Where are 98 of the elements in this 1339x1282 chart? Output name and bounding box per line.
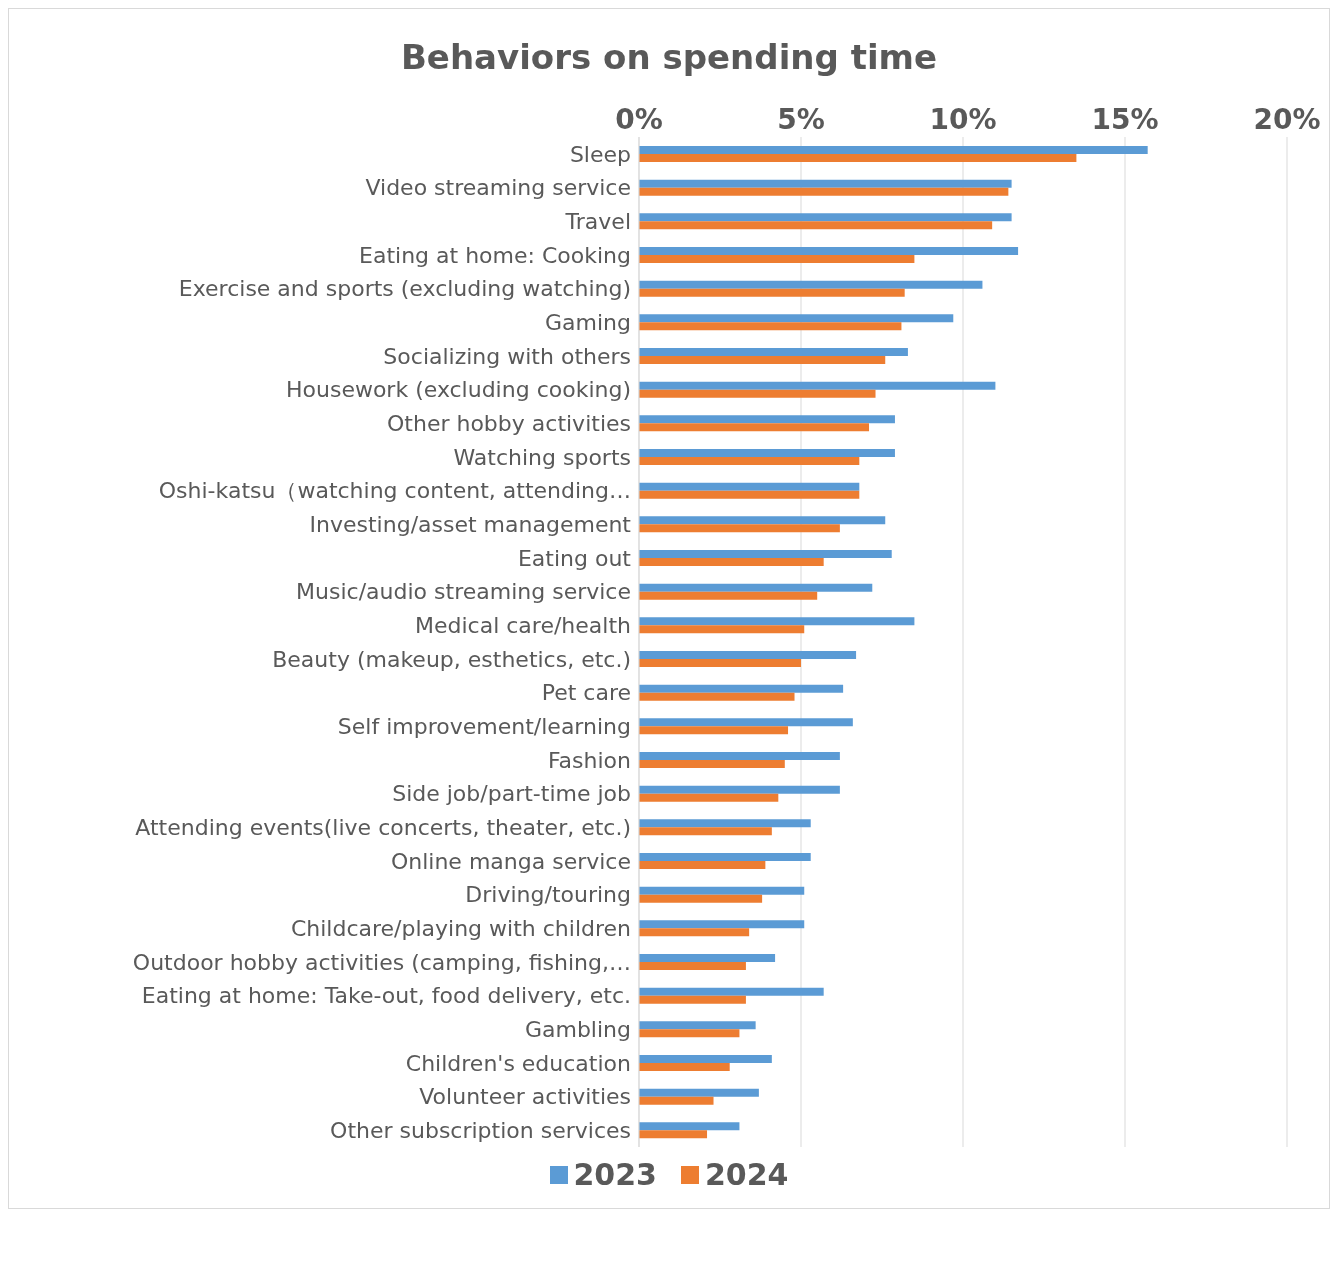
y-tick-label: Beauty (makeup, esthetics, etc.) [272, 646, 631, 672]
bar [639, 684, 844, 693]
y-tick-label: Eating out [517, 545, 632, 571]
bar [639, 221, 993, 230]
bar [639, 1055, 772, 1063]
y-tick-label: Fashion [547, 747, 631, 773]
y-tick-label: Online manga service [390, 848, 631, 874]
bar [639, 583, 873, 592]
bar [639, 1088, 759, 1097]
y-tick-label: Self improvement/learning [337, 713, 631, 739]
x-tick-label: 20% [1253, 103, 1321, 136]
bar [639, 785, 840, 794]
bar [639, 1029, 740, 1038]
bar [639, 146, 1148, 154]
y-tick-label: Eating at home: Cooking [359, 242, 631, 268]
y-tick-label: Gambling [524, 1016, 631, 1042]
bar [639, 995, 746, 1004]
bar [639, 894, 763, 903]
bar [639, 760, 785, 768]
bar [639, 793, 779, 802]
chart-title: Behaviors on spending time [399, 36, 939, 77]
y-tick-label: Children's education [405, 1050, 631, 1076]
bar [639, 718, 853, 727]
bar [639, 1063, 730, 1071]
bar [639, 827, 772, 836]
bar [639, 187, 1009, 196]
y-tick-label: Volunteer activities [419, 1084, 631, 1110]
bar [639, 457, 860, 465]
x-tick-label: 0% [615, 103, 663, 136]
y-tick-label: Childcare/playing with children [290, 915, 631, 941]
bar [639, 179, 1012, 188]
y-tick-label: Music/audio streaming service [296, 579, 631, 605]
bar [639, 659, 801, 667]
bar [639, 928, 750, 937]
bar [639, 692, 795, 701]
bar [639, 288, 905, 297]
bar [639, 449, 895, 457]
bar [639, 752, 840, 760]
bar [639, 348, 908, 356]
bar [639, 1096, 714, 1105]
y-tick-label: Driving/touring [465, 882, 631, 908]
bar [639, 314, 954, 323]
legend-label: 2024 [705, 1157, 789, 1192]
bar [639, 516, 886, 525]
bar [639, 987, 824, 996]
bar [639, 423, 870, 432]
bar [639, 819, 811, 828]
bar [639, 617, 915, 626]
bar [639, 625, 805, 634]
bar [639, 154, 1077, 162]
bar [639, 962, 746, 970]
bar [639, 558, 824, 566]
bar [639, 381, 996, 390]
bar [639, 524, 840, 533]
bar [639, 247, 1019, 255]
y-tick-label: Gaming [545, 309, 631, 335]
y-tick-label: Watching sports [453, 444, 631, 470]
legend-label: 2023 [573, 1157, 657, 1192]
bar [639, 356, 886, 364]
y-tick-label: Travel [564, 208, 631, 234]
bar [639, 861, 766, 869]
bar [639, 886, 805, 895]
y-tick-label: Oshi-katsu（watching content, attending… [158, 478, 631, 504]
bar [639, 213, 1012, 222]
y-tick-label: Pet care [541, 680, 631, 706]
y-tick-label: Other hobby activities [387, 410, 631, 436]
y-tick-label: Socializing with others [383, 343, 631, 369]
bar [639, 322, 902, 331]
bar [639, 1122, 740, 1131]
bar [639, 1021, 756, 1030]
y-tick-label: Outdoor hobby activities (camping, fishing,… [132, 949, 631, 975]
bar [639, 954, 776, 962]
y-tick-label: Sleep [569, 141, 631, 167]
y-tick-label: Eating at home: Take-out, food delivery, etc. [141, 983, 631, 1009]
x-tick-label: 15% [1091, 103, 1159, 136]
y-tick-label: Side job/part-time job [392, 781, 631, 807]
bar [639, 853, 811, 861]
bar [639, 726, 789, 735]
y-tick-label: Investing/asset management [309, 511, 632, 537]
y-tick-label: Attending events(live concerts, theater, etc.) [135, 814, 631, 840]
bar [639, 591, 818, 600]
bar [639, 482, 860, 491]
x-tick-label: 10% [929, 103, 997, 136]
y-tick-label: Other subscription services [330, 1117, 631, 1143]
bar [639, 389, 876, 398]
y-tick-label: Exercise and sports (excluding watching) [178, 276, 631, 302]
y-tick-label: Housework (excluding cooking) [285, 377, 631, 403]
y-tick-label: Video streaming service [365, 175, 631, 201]
x-tick-label: 5% [777, 103, 825, 136]
bar [639, 280, 983, 289]
bar [639, 490, 860, 499]
bar [639, 1130, 708, 1139]
bar [639, 255, 915, 263]
y-tick-label: Medical care/health [414, 612, 631, 638]
bar [639, 651, 857, 659]
bar [639, 920, 805, 929]
bar [639, 415, 895, 424]
bar [639, 550, 892, 558]
